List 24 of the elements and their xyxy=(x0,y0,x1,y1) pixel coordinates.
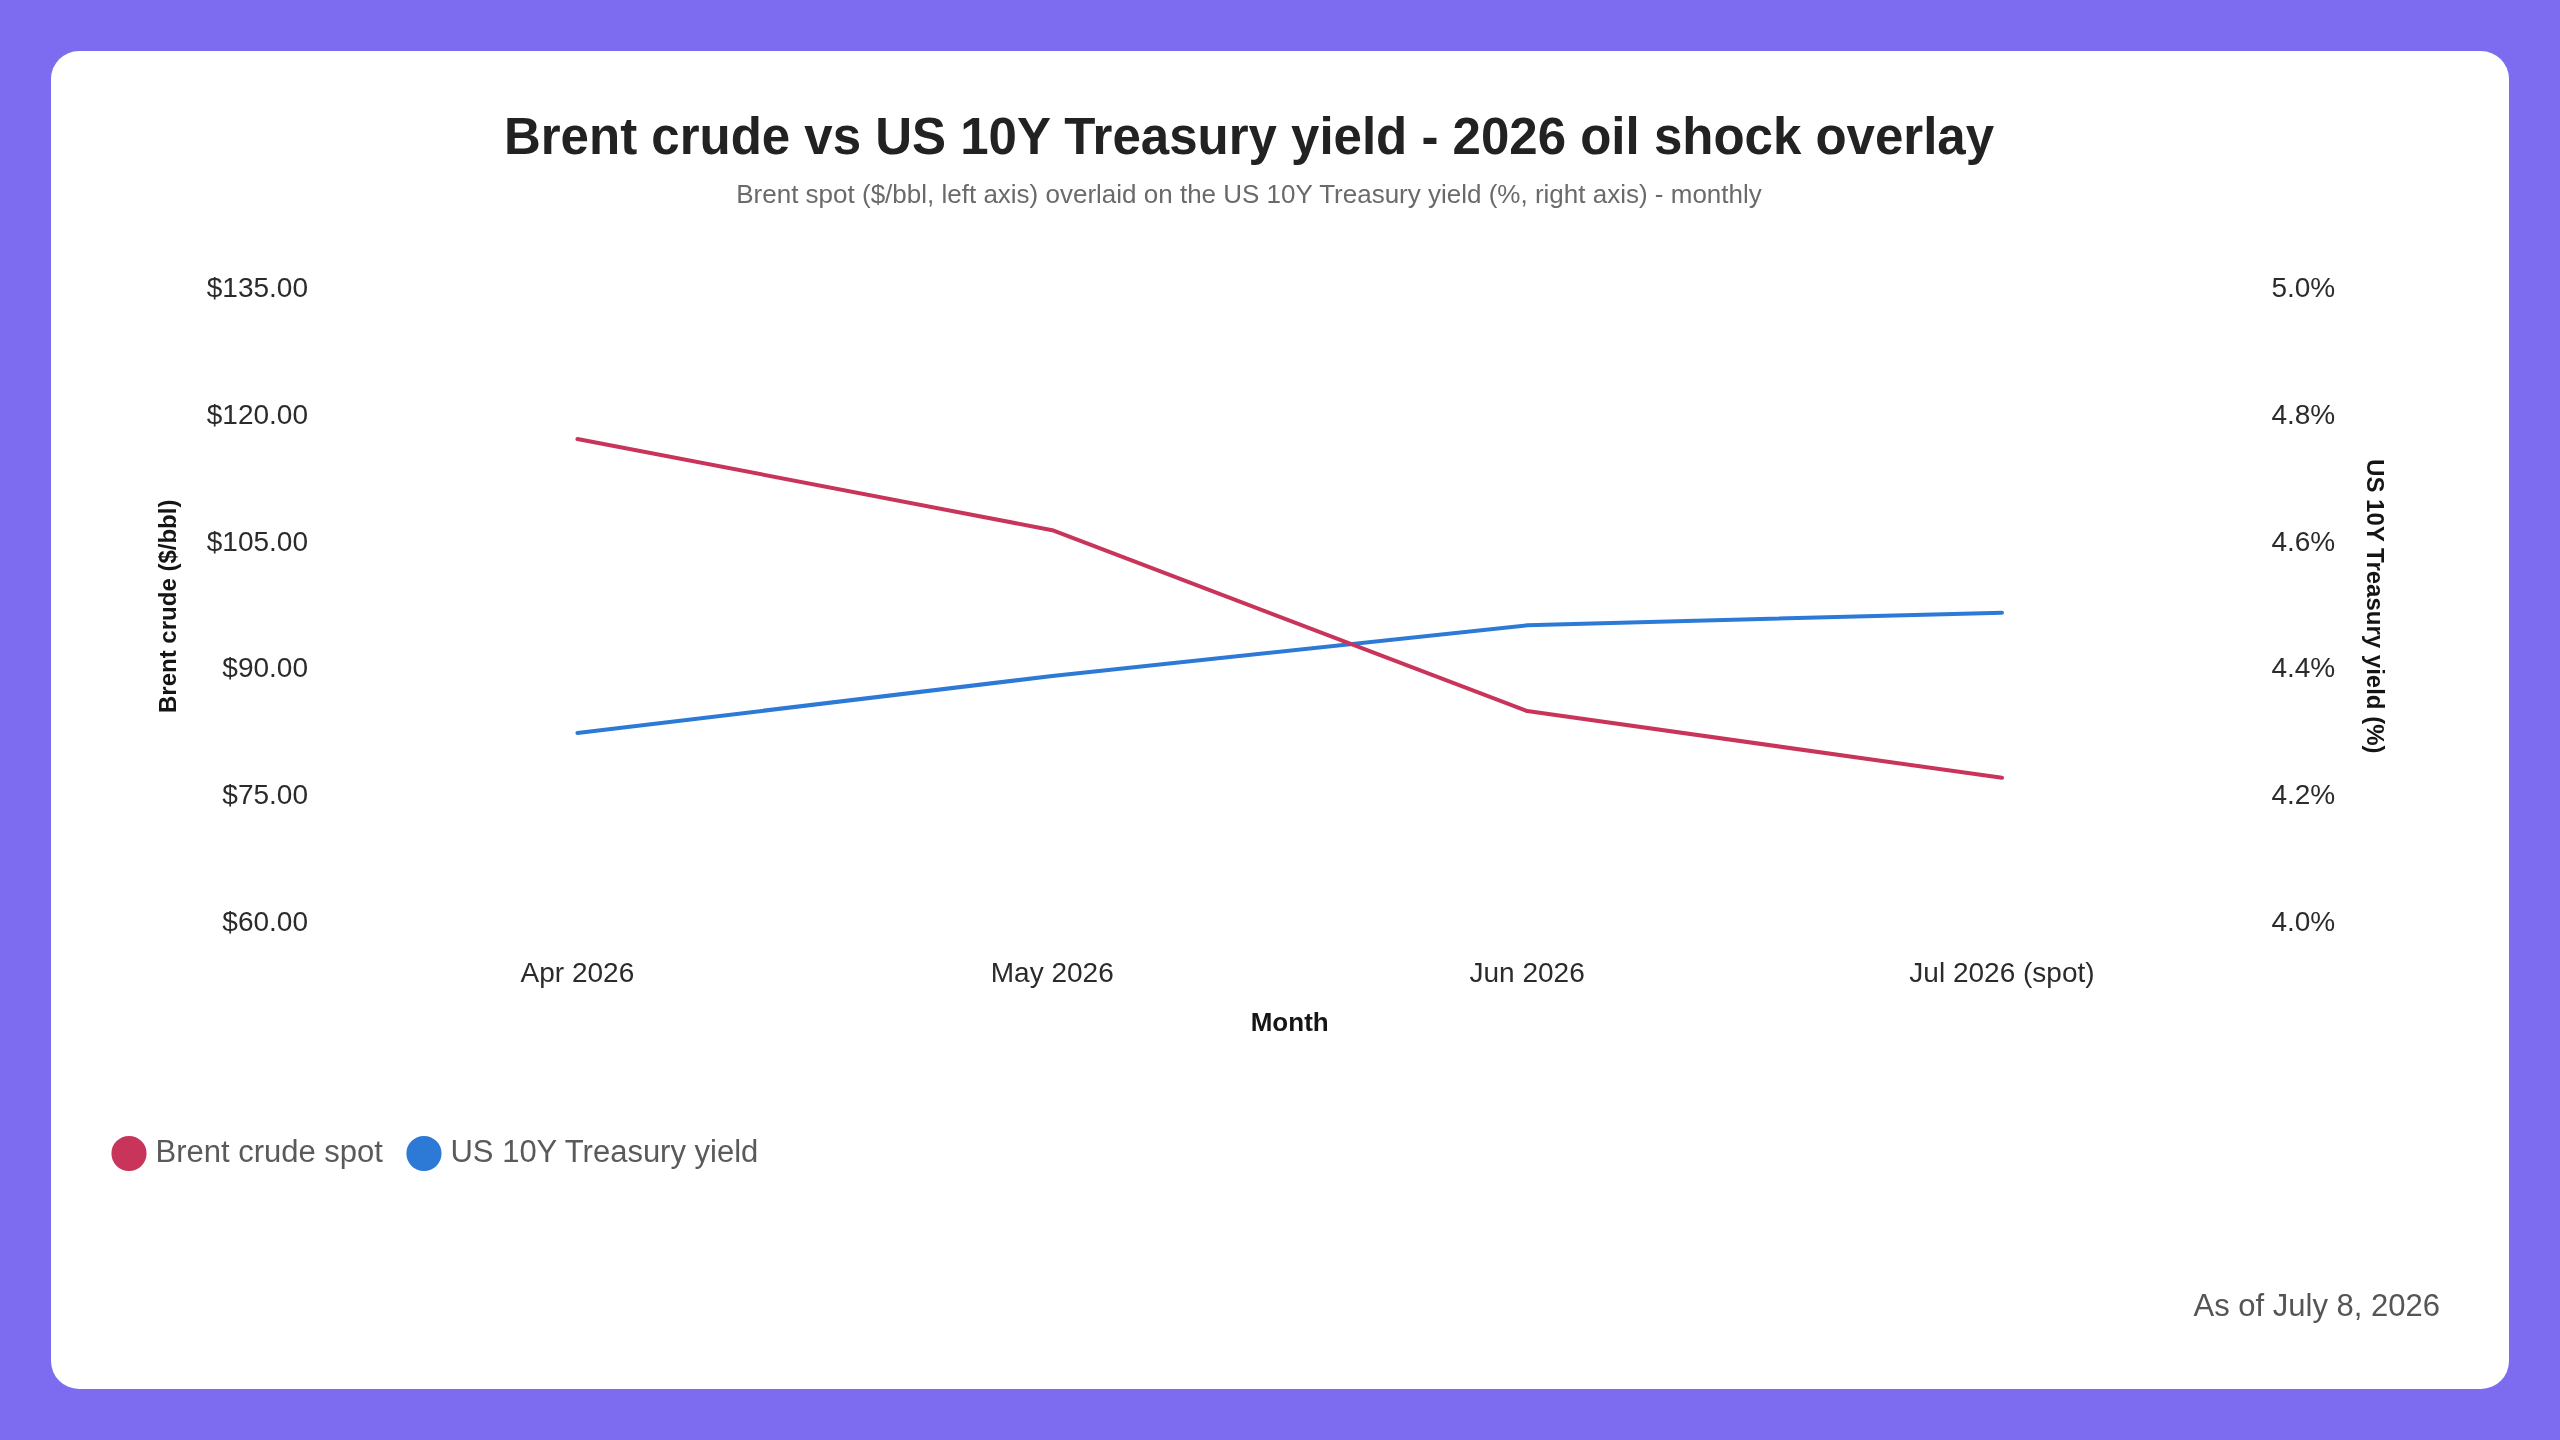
y-axis-title: Brent crude ($/bbl) xyxy=(154,499,182,713)
y2-tick-label: 5.0% xyxy=(2271,272,2336,304)
x-tick-label: Apr 2026 xyxy=(520,956,635,988)
y-tick-label: $90.00 xyxy=(222,652,309,684)
legend-label: Brent crude spot xyxy=(155,1134,384,1170)
y-tick-label: $120.00 xyxy=(206,398,309,430)
x-axis-title: Month xyxy=(1250,1006,1329,1037)
y2-tick-label: 4.4% xyxy=(2271,652,2336,684)
y2-tick-label: 4.2% xyxy=(2271,779,2336,811)
x-tick-label: Jul 2026 (spot) xyxy=(1909,956,2095,988)
x-tick-label: May 2026 xyxy=(990,956,1114,988)
legend-label: US 10Y Treasury yield xyxy=(450,1134,759,1170)
chart-title: Brent crude vs US 10Y Treasury yield - 2026 oil shock overlay xyxy=(503,107,1995,165)
x-tick-label: Jun 2026 xyxy=(1469,956,1585,988)
text: As of July 8, 2026 xyxy=(2193,1287,2440,1323)
y-tick-label: $60.00 xyxy=(222,905,309,937)
y2-tick-label: 4.6% xyxy=(2271,525,2336,557)
y-tick-label: $105.00 xyxy=(206,525,309,557)
y2-tick-label: 4.8% xyxy=(2271,398,2336,430)
y-tick-label: $75.00 xyxy=(222,779,309,811)
y2-axis-title: US 10Y Treasury yield (%) xyxy=(2361,459,2389,754)
y-tick-label: $135.00 xyxy=(206,272,309,304)
chart-subtitle: Brent spot ($/bbl, left axis) overlaid on the US 10Y Treasury yield (%, right axis) - monthly xyxy=(736,178,1762,209)
y2-tick-label: 4.0% xyxy=(2271,905,2336,937)
